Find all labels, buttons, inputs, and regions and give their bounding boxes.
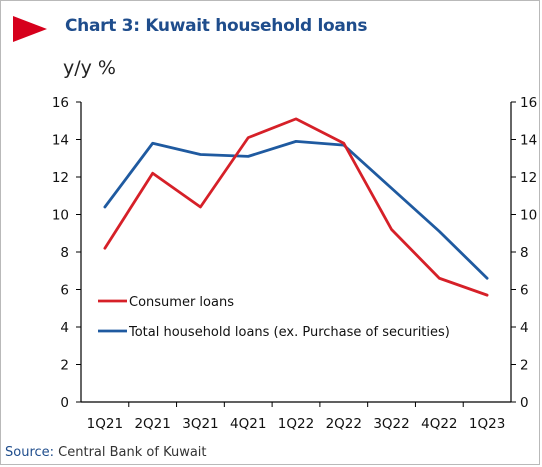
y-tick-label-right: 12 [520,170,537,186]
x-tick-label: 4Q22 [421,416,457,432]
x-tick-label: 1Q22 [278,416,314,432]
y-tick-label-left: 6 [60,283,69,299]
line-chart: 0 2 4 6 8 10 12 14 16 0 2 4 6 8 10 12 14 16 1Q21 2Q21 3Q21 4Q… [52,95,537,432]
legend: Consumer loans Total household loans (ex.… [98,295,450,340]
y-tick-label-right: 6 [520,283,529,299]
y-tick-label-left: 16 [52,95,69,111]
y-tick-label-left: 8 [60,245,69,261]
y-tick-label-left: 2 [60,358,69,374]
y-tick-label-left: 0 [60,395,69,411]
x-tick-label: 2Q22 [326,416,362,432]
total-household-loans-line [103,139,489,280]
y-tick-label-right: 10 [520,208,537,224]
x-tick-label: 1Q21 [87,416,123,432]
x-tick-label: 4Q21 [230,416,266,432]
source-note: Source: Central Bank of Kuwait [5,445,207,460]
y-tick-label-right: 2 [520,358,529,374]
series-lines [103,117,489,297]
y-tick-label-right: 16 [520,95,537,111]
y-tick-label-left: 10 [52,208,69,224]
y-tick-label-right: 14 [520,133,537,149]
red-triangle-icon [13,16,47,42]
chart-title: Chart 3: Kuwait household loans [65,16,368,36]
legend-label-consumer: Consumer loans [129,295,234,310]
unit-label: y/y % [63,57,116,79]
y-tick-label-right: 8 [520,245,529,261]
consumer-loans-line [103,117,489,297]
y-tick-label-left: 12 [52,170,69,186]
source-value: Central Bank of Kuwait [58,445,207,460]
source-label: Source: [5,445,55,460]
axes: 0 2 4 6 8 10 12 14 16 0 2 4 6 8 10 12 14 16 1Q21 2Q21 3Q21 4Q… [52,95,537,432]
y-tick-label-left: 4 [60,320,69,336]
y-tick-label-right: 4 [520,320,529,336]
y-tick-label-left: 14 [52,133,69,149]
x-tick-label: 1Q23 [469,416,505,432]
legend-label-total: Total household loans (ex. Purchase of s… [128,325,450,340]
x-tick-label: 2Q21 [134,416,170,432]
x-tick-label: 3Q22 [373,416,409,432]
x-tick-label: 3Q21 [182,416,218,432]
y-tick-label-right: 0 [520,395,529,411]
